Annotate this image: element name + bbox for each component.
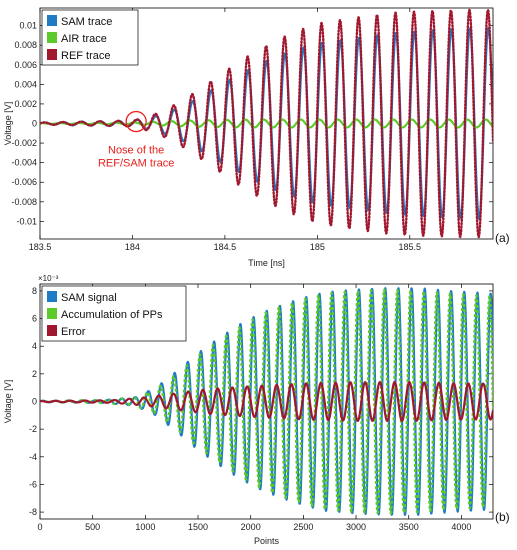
x-tick-label: 500 [85,522,100,532]
x-tick-label: 2000 [241,522,261,532]
series-line-error [40,381,493,422]
legend-box [41,285,187,342]
legend-swatch [47,49,57,60]
y-tick-label: 0.004 [14,79,37,89]
x-tick-label: 1000 [135,522,155,532]
y-tick-label: 4 [32,341,37,351]
y-tick-label: 2 [32,369,37,379]
x-tick-label: 2500 [293,522,313,532]
x-tick-label: 183.5 [29,242,52,252]
y-tick-label: -2 [29,424,37,434]
x-tick-label: 184 [125,242,140,252]
x-tick-label: 185.5 [399,242,422,252]
y-axis-label: Voltage [V] [3,102,13,146]
series-line-accumulation-of-pps [40,288,493,515]
x-tick-label: 185 [310,242,325,252]
panel-label: (a) [495,231,510,245]
legend-label: AIR trace [61,33,107,45]
y-tick-label: -0.006 [11,177,37,187]
y-tick-label: 6 [32,314,37,324]
y-tick-label: -8 [29,507,37,517]
y-tick-label: -4 [29,452,37,462]
chart-panel-a: 183.5 184 184.5 185 185.5 0.01 0.008 0.006 0.004… [3,7,510,268]
y-tick-label: 0 [32,119,37,129]
legend-swatch [47,308,57,319]
series-group [40,287,493,516]
y-axis-exponent: ×10⁻³ [38,274,59,283]
y-tick-label: 8 [32,286,37,296]
y-tick-label: -0.01 [16,216,37,226]
legend-label: SAM trace [61,16,112,28]
x-tick-label: 184.5 [214,242,237,252]
y-tick-label: -0.002 [11,138,37,148]
y-tick-label: 0.002 [14,99,37,109]
legend-box [41,9,139,66]
legend-label: Error [61,326,86,338]
y-tick-label: -6 [29,479,37,489]
legend-swatch [47,15,57,26]
annotation-circle [125,110,147,133]
y-axis-label: Voltage [V] [3,380,13,424]
legend-swatch [47,32,57,43]
annotation-text: Nose of the [108,145,164,157]
x-tick-label: 0 [37,522,42,532]
x-axis-label: Time [ns] [248,258,285,268]
legend: SAM signal Accumulation of PPs Error [41,285,187,342]
legend-label: REF trace [61,50,111,62]
y-tick-label: 0.008 [14,40,37,50]
y-tick-label: -0.004 [11,158,37,168]
series-line-ref-trace [40,8,493,239]
series-group [40,8,493,239]
legend-label: Accumulation of PPs [61,309,163,321]
x-tick-label: 1500 [188,522,208,532]
x-axis-label: Points [254,536,280,546]
legend-label: SAM signal [61,292,117,304]
legend: SAM trace AIR trace REF trace [41,9,139,66]
annotation-text: REF/SAM trace [98,158,174,170]
series-line-sam-signal [40,287,493,516]
y-tick-label: -0.008 [11,197,37,207]
chart-panel-b: 0 500 1000 1500 2000 2500 3000 3500 4000 8 6 4 2 0 -2 -… [3,274,510,546]
y-tick-label: 0.01 [19,21,37,31]
y-tick-label: 0 [32,397,37,407]
y-tick-label: 0.006 [14,60,37,70]
x-tick-label: 3500 [399,522,419,532]
legend-swatch [47,291,57,302]
x-tick-label: 3000 [346,522,366,532]
panel-label: (b) [495,510,510,524]
x-tick-label: 4000 [451,522,471,532]
legend-swatch [47,325,57,336]
